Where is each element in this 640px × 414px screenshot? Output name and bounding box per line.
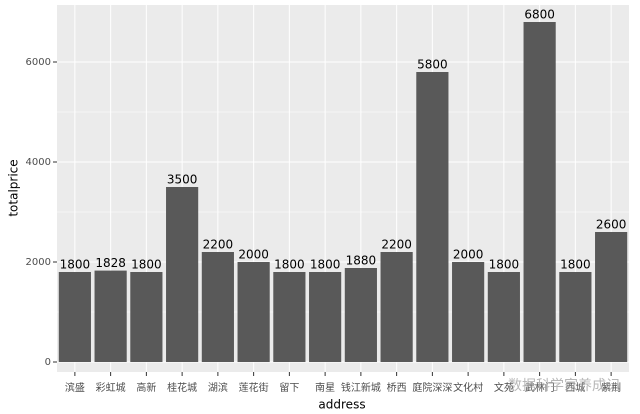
x-tick-label: 文化村 (453, 381, 483, 394)
x-tick-label: 高新 (136, 381, 156, 394)
bar (237, 262, 270, 362)
bar (130, 272, 163, 362)
value-label: 2000 (453, 248, 484, 262)
value-label: 2600 (596, 218, 627, 232)
value-label: 1800 (310, 258, 341, 272)
x-tick-label: 湖滨 (208, 381, 228, 394)
bar (559, 272, 592, 362)
bar (58, 272, 91, 362)
x-tick-label: 钱江新城 (341, 381, 381, 394)
x-tick-label: 桂花城 (167, 381, 197, 394)
value-label: 3500 (167, 173, 198, 187)
bar (487, 272, 520, 362)
y-tick-label: 0 (45, 357, 51, 368)
bar (201, 252, 234, 362)
x-tick-label: 南星 (315, 381, 335, 394)
value-label: 2000 (238, 248, 269, 262)
x-tick-label: 彩虹城 (96, 382, 126, 394)
value-label: 1800 (560, 258, 591, 272)
bar (416, 72, 449, 362)
value-label: 1828 (95, 256, 126, 270)
value-label: 2200 (381, 238, 412, 252)
y-axis-title: totalprice (7, 159, 21, 216)
x-tick-label: 留下 (279, 381, 299, 394)
bar (595, 232, 628, 362)
value-label: 1800 (131, 258, 162, 272)
value-label: 1880 (346, 254, 377, 268)
bar (452, 262, 485, 362)
value-label: 1800 (274, 258, 305, 272)
value-label: 6800 (524, 8, 555, 22)
bar (309, 272, 342, 362)
value-label: 2200 (203, 238, 234, 252)
y-tick-label: 6000 (26, 57, 51, 68)
y-tick-label: 2000 (26, 257, 51, 268)
x-tick-label: 庭院深深 (412, 381, 452, 394)
value-label: 1800 (60, 258, 91, 272)
x-tick-label: 西城 (565, 382, 585, 394)
x-tick-label: 武林门 (525, 381, 555, 394)
bar (166, 187, 199, 362)
bar (344, 268, 377, 362)
bar (273, 272, 306, 362)
value-label: 1800 (489, 258, 520, 272)
x-tick-label: 莲花街 (239, 381, 269, 394)
watermark: 数据科学家养成记 (508, 377, 620, 394)
x-tick-label: 紫荆 (601, 381, 621, 394)
x-tick-label: 滨盛 (65, 381, 85, 394)
value-label: 5800 (417, 58, 448, 72)
bar (523, 22, 556, 362)
x-axis-title: address (318, 398, 365, 412)
x-tick-label: 文苑 (494, 381, 514, 394)
y-tick-label: 4000 (26, 157, 51, 168)
bar (380, 252, 413, 362)
bar (94, 270, 127, 362)
x-tick-label: 桥西 (387, 382, 407, 394)
